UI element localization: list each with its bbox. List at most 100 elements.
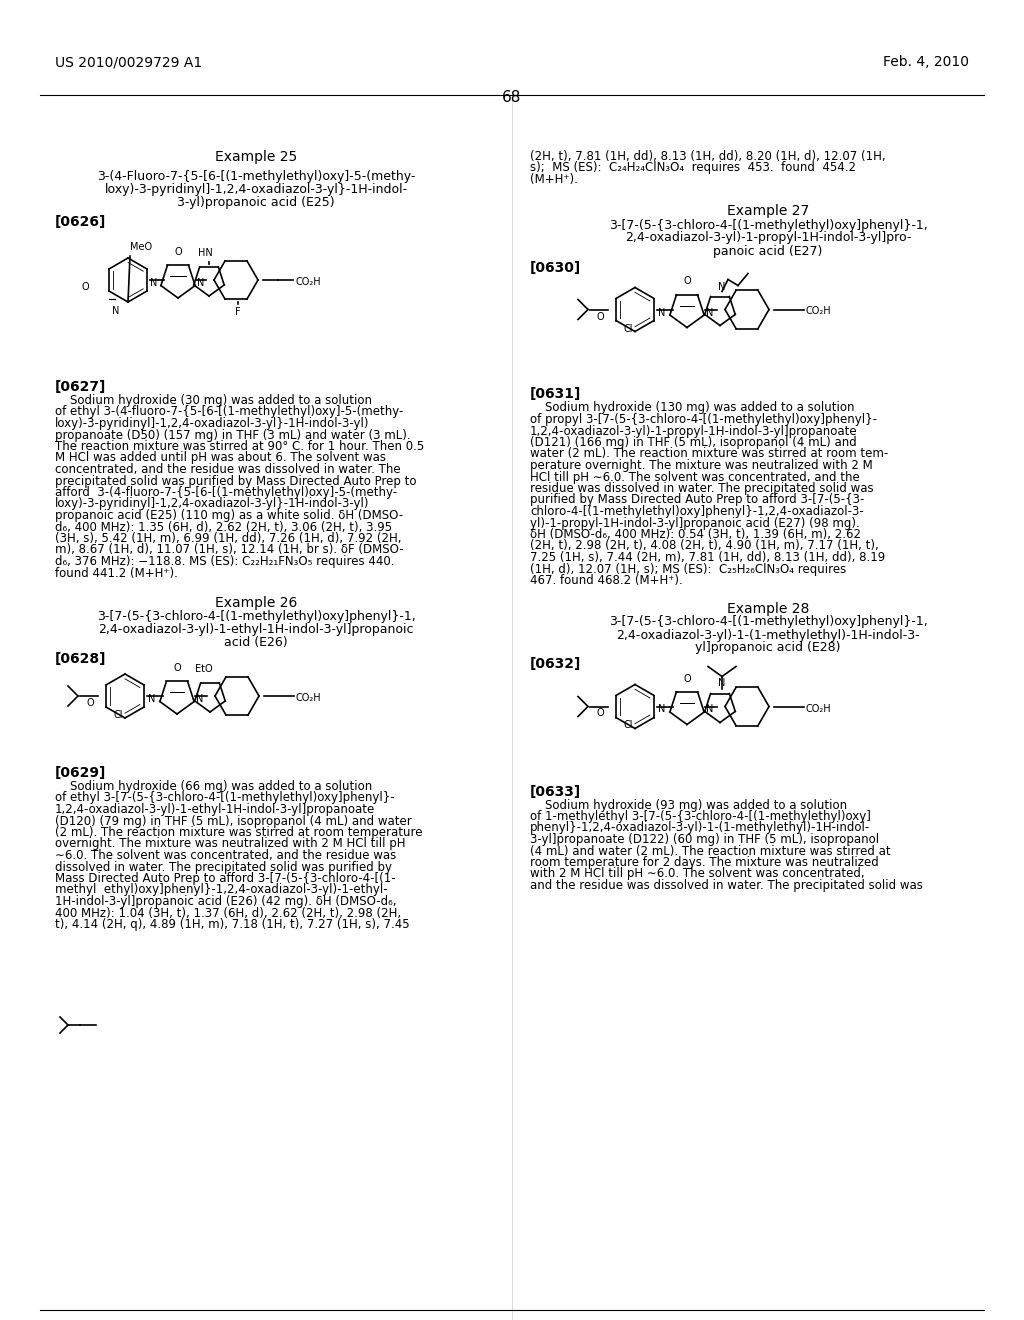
Text: residue was dissolved in water. The precipitated solid was: residue was dissolved in water. The prec…: [530, 482, 873, 495]
Text: panoic acid (E27): panoic acid (E27): [714, 244, 822, 257]
Text: O: O: [173, 663, 181, 673]
Text: 400 MHz): 1.04 (3H, t), 1.37 (6H, d), 2.62 (2H, t), 2.98 (2H,: 400 MHz): 1.04 (3H, t), 1.37 (6H, d), 2.…: [55, 907, 401, 920]
Text: chloro-4-[(1-methylethyl)oxy]phenyl}-1,2,4-oxadiazol-3-: chloro-4-[(1-methylethyl)oxy]phenyl}-1,2…: [530, 506, 864, 517]
Text: 2,4-oxadiazol-3-yl)-1-propyl-1H-indol-3-yl]pro-: 2,4-oxadiazol-3-yl)-1-propyl-1H-indol-3-…: [625, 231, 911, 244]
Text: purified by Mass Directed Auto Prep to afford 3-[7-(5-{3-: purified by Mass Directed Auto Prep to a…: [530, 494, 864, 507]
Text: [0632]: [0632]: [530, 657, 582, 672]
Text: Sodium hydroxide (130 mg) was added to a solution: Sodium hydroxide (130 mg) was added to a…: [530, 401, 854, 414]
Text: precipitated solid was purified by Mass Directed Auto Prep to: precipitated solid was purified by Mass …: [55, 474, 417, 487]
Text: 3-[7-(5-{3-chloro-4-[(1-methylethyl)oxy]phenyl}-1,: 3-[7-(5-{3-chloro-4-[(1-methylethyl)oxy]…: [96, 610, 416, 623]
Text: dissolved in water. The precipitated solid was purified by: dissolved in water. The precipitated sol…: [55, 861, 392, 874]
Text: (D120) (79 mg) in THF (5 mL), isopropanol (4 mL) and water: (D120) (79 mg) in THF (5 mL), isopropano…: [55, 814, 412, 828]
Text: propanoic acid (E25) (110 mg) as a white solid. δH (DMSO-: propanoic acid (E25) (110 mg) as a white…: [55, 510, 403, 521]
Text: of propyl 3-[7-(5-{3-chloro-4-[(1-methylethyl)oxy]phenyl}-: of propyl 3-[7-(5-{3-chloro-4-[(1-methyl…: [530, 413, 877, 426]
Text: [0631]: [0631]: [530, 388, 582, 401]
Text: 68: 68: [503, 90, 521, 106]
Text: propanoate (D50) (157 mg) in THF (3 mL) and water (3 mL).: propanoate (D50) (157 mg) in THF (3 mL) …: [55, 429, 411, 441]
Text: and the residue was dissolved in water. The precipitated solid was: and the residue was dissolved in water. …: [530, 879, 923, 892]
Text: N: N: [706, 705, 714, 714]
Text: ∼6.0. The solvent was concentrated, and the residue was: ∼6.0. The solvent was concentrated, and …: [55, 849, 396, 862]
Text: 467. found 468.2 (M+H⁺).: 467. found 468.2 (M+H⁺).: [530, 574, 683, 587]
Text: overnight. The mixture was neutralized with 2 M HCl till pH: overnight. The mixture was neutralized w…: [55, 837, 406, 850]
Text: CO₂H: CO₂H: [296, 693, 322, 704]
Text: [0627]: [0627]: [55, 380, 106, 393]
Text: of ethyl 3-[7-(5-{3-chloro-4-[(1-methylethyl)oxy]phenyl}-: of ethyl 3-[7-(5-{3-chloro-4-[(1-methyle…: [55, 792, 394, 804]
Text: (4 mL) and water (2 mL). The reaction mixture was stirred at: (4 mL) and water (2 mL). The reaction mi…: [530, 845, 891, 858]
Text: O: O: [596, 709, 604, 718]
Text: Mass Directed Auto Prep to afford 3-[7-(5-{3-chloro-4-[(1-: Mass Directed Auto Prep to afford 3-[7-(…: [55, 873, 395, 884]
Text: with 2 M HCl till pH ∼6.0. The solvent was concentrated,: with 2 M HCl till pH ∼6.0. The solvent w…: [530, 867, 864, 880]
Text: CO₂H: CO₂H: [295, 277, 321, 286]
Text: Cl: Cl: [114, 710, 123, 719]
Text: afford  3-(4-fluoro-7-{5-[6-[(1-methylethyl)oxy]-5-(methy-: afford 3-(4-fluoro-7-{5-[6-[(1-methyleth…: [55, 486, 397, 499]
Text: 7.25 (1H, s), 7.44 (2H, m), 7.81 (1H, dd), 8.13 (1H, dd), 8.19: 7.25 (1H, s), 7.44 (2H, m), 7.81 (1H, dd…: [530, 550, 886, 564]
Text: methyl  ethyl)oxy]phenyl}-1,2,4-oxadiazol-3-yl)-1-ethyl-: methyl ethyl)oxy]phenyl}-1,2,4-oxadiazol…: [55, 883, 388, 896]
Text: N: N: [718, 678, 726, 689]
Text: Sodium hydroxide (93 mg) was added to a solution: Sodium hydroxide (93 mg) was added to a …: [530, 799, 847, 812]
Text: loxy)-3-pyridinyl]-1,2,4-oxadiazol-3-yl}-1H-indol-3-yl): loxy)-3-pyridinyl]-1,2,4-oxadiazol-3-yl}…: [55, 417, 370, 430]
Text: Sodium hydroxide (66 mg) was added to a solution: Sodium hydroxide (66 mg) was added to a …: [55, 780, 373, 793]
Text: MeO: MeO: [130, 242, 153, 252]
Text: d₆, 400 MHz): 1.35 (6H, d), 2.62 (2H, t), 3.06 (2H, t), 3.95: d₆, 400 MHz): 1.35 (6H, d), 2.62 (2H, t)…: [55, 520, 392, 533]
Text: Example 25: Example 25: [215, 150, 297, 164]
Text: yl]propanoic acid (E28): yl]propanoic acid (E28): [695, 642, 841, 655]
Text: δH (DMSO-d₆, 400 MHz): 0.54 (3H, t), 1.39 (6H, m), 2.62: δH (DMSO-d₆, 400 MHz): 0.54 (3H, t), 1.3…: [530, 528, 861, 541]
Text: loxy)-3-pyridinyl]-1,2,4-oxadiazol-3-yl}-1H-indol-3-yl): loxy)-3-pyridinyl]-1,2,4-oxadiazol-3-yl}…: [55, 498, 370, 511]
Text: 2,4-oxadiazol-3-yl)-1-(1-methylethyl)-1H-indol-3-: 2,4-oxadiazol-3-yl)-1-(1-methylethyl)-1H…: [616, 628, 920, 642]
Text: O: O: [86, 698, 94, 708]
Text: Feb. 4, 2010: Feb. 4, 2010: [883, 55, 969, 69]
Text: Sodium hydroxide (30 mg) was added to a solution: Sodium hydroxide (30 mg) was added to a …: [55, 393, 372, 407]
Text: 3-(4-Fluoro-7-{5-[6-[(1-methylethyl)oxy]-5-(methy-: 3-(4-Fluoro-7-{5-[6-[(1-methylethyl)oxy]…: [97, 170, 415, 183]
Text: O: O: [81, 282, 89, 292]
Text: HN: HN: [198, 248, 212, 257]
Text: CO₂H: CO₂H: [806, 704, 831, 714]
Text: The reaction mixture was stirred at 90° C. for 1 hour. Then 0.5: The reaction mixture was stirred at 90° …: [55, 440, 424, 453]
Text: s);  MS (ES):  C₂₄H₂₄ClN₃O₄  requires  453.  found  454.2: s); MS (ES): C₂₄H₂₄ClN₃O₄ requires 453. …: [530, 161, 856, 174]
Text: [0626]: [0626]: [55, 215, 106, 228]
Text: Example 28: Example 28: [727, 602, 809, 615]
Text: 2,4-oxadiazol-3-yl)-1-ethyl-1H-indol-3-yl]propanoic: 2,4-oxadiazol-3-yl)-1-ethyl-1H-indol-3-y…: [98, 623, 414, 636]
Text: US 2010/0029729 A1: US 2010/0029729 A1: [55, 55, 203, 69]
Text: t), 4.14 (2H, q), 4.89 (1H, m), 7.18 (1H, t), 7.27 (1H, s), 7.45: t), 4.14 (2H, q), 4.89 (1H, m), 7.18 (1H…: [55, 917, 410, 931]
Text: N: N: [657, 705, 665, 714]
Text: of ethyl 3-(4-fluoro-7-{5-[6-[(1-methylethyl)oxy]-5-(methy-: of ethyl 3-(4-fluoro-7-{5-[6-[(1-methyle…: [55, 405, 403, 418]
Text: loxy)-3-pyridinyl]-1,2,4-oxadiazol-3-yl}-1H-indol-: loxy)-3-pyridinyl]-1,2,4-oxadiazol-3-yl}…: [104, 183, 408, 195]
Text: O: O: [596, 312, 604, 322]
Text: N: N: [706, 308, 714, 318]
Text: yl)-1-propyl-1H-indol-3-yl]propanoic acid (E27) (98 mg).: yl)-1-propyl-1H-indol-3-yl]propanoic aci…: [530, 516, 860, 529]
Text: 3-yl)propanoic acid (E25): 3-yl)propanoic acid (E25): [177, 195, 335, 209]
Text: [0628]: [0628]: [55, 652, 106, 667]
Text: perature overnight. The mixture was neutralized with 2 M: perature overnight. The mixture was neut…: [530, 459, 872, 473]
Text: of 1-methylethyl 3-[7-(5-{3-chloro-4-[(1-methylethyl)oxy]: of 1-methylethyl 3-[7-(5-{3-chloro-4-[(1…: [530, 810, 870, 822]
Text: N: N: [197, 279, 205, 288]
Text: (2H, t), 2.98 (2H, t), 4.08 (2H, t), 4.90 (1H, m), 7.17 (1H, t),: (2H, t), 2.98 (2H, t), 4.08 (2H, t), 4.9…: [530, 540, 879, 553]
Text: N: N: [150, 279, 157, 288]
Text: O: O: [174, 247, 182, 257]
Text: phenyl}-1,2,4-oxadiazol-3-yl)-1-(1-methylethyl)-1H-indol-: phenyl}-1,2,4-oxadiazol-3-yl)-1-(1-methy…: [530, 821, 870, 834]
Text: (2H, t), 7.81 (1H, dd), 8.13 (1H, dd), 8.20 (1H, d), 12.07 (1H,: (2H, t), 7.81 (1H, dd), 8.13 (1H, dd), 8…: [530, 150, 886, 162]
Text: 3-yl]propanoate (D122) (60 mg) in THF (5 mL), isopropanol: 3-yl]propanoate (D122) (60 mg) in THF (5…: [530, 833, 880, 846]
Text: (1H, d), 12.07 (1H, s); MS (ES):  C₂₅H₂₆ClN₃O₄ requires: (1H, d), 12.07 (1H, s); MS (ES): C₂₅H₂₆C…: [530, 562, 846, 576]
Text: (D121) (166 mg) in THF (5 mL), isopropanol (4 mL) and: (D121) (166 mg) in THF (5 mL), isopropan…: [530, 436, 857, 449]
Text: N: N: [657, 308, 665, 318]
Text: 3-[7-(5-{3-chloro-4-[(1-methylethyl)oxy]phenyl}-1,: 3-[7-(5-{3-chloro-4-[(1-methylethyl)oxy]…: [608, 219, 928, 231]
Text: O: O: [683, 276, 691, 286]
Text: N: N: [196, 694, 204, 704]
Text: (3H, s), 5.42 (1H, m), 6.99 (1H, dd), 7.26 (1H, d), 7.92 (2H,: (3H, s), 5.42 (1H, m), 6.99 (1H, dd), 7.…: [55, 532, 401, 545]
Text: water (2 mL). The reaction mixture was stirred at room tem-: water (2 mL). The reaction mixture was s…: [530, 447, 888, 461]
Text: concentrated, and the residue was dissolved in water. The: concentrated, and the residue was dissol…: [55, 463, 400, 477]
Text: CO₂H: CO₂H: [806, 306, 831, 317]
Text: Cl: Cl: [624, 721, 633, 730]
Text: Example 27: Example 27: [727, 205, 809, 219]
Text: N: N: [147, 694, 155, 704]
Text: d₆, 376 MHz): −118.8. MS (ES): C₂₂H₂₁FN₃O₅ requires 440.: d₆, 376 MHz): −118.8. MS (ES): C₂₂H₂₁FN₃…: [55, 554, 394, 568]
Text: EtO: EtO: [196, 664, 213, 675]
Text: M HCl was added until pH was about 6. The solvent was: M HCl was added until pH was about 6. Th…: [55, 451, 386, 465]
Text: 1,2,4-oxadiazol-3-yl)-1-ethyl-1H-indol-3-yl]propanoate: 1,2,4-oxadiazol-3-yl)-1-ethyl-1H-indol-3…: [55, 803, 375, 816]
Text: 1,2,4-oxadiazol-3-yl)-1-propyl-1H-indol-3-yl]propanoate: 1,2,4-oxadiazol-3-yl)-1-propyl-1H-indol-…: [530, 425, 858, 437]
Text: F: F: [236, 308, 241, 317]
Text: [0633]: [0633]: [530, 784, 582, 799]
Text: m), 8.67 (1H, d), 11.07 (1H, s), 12.14 (1H, br s). δF (DMSO-: m), 8.67 (1H, d), 11.07 (1H, s), 12.14 (…: [55, 544, 403, 557]
Text: Example 26: Example 26: [215, 597, 297, 610]
Text: N: N: [113, 306, 120, 315]
